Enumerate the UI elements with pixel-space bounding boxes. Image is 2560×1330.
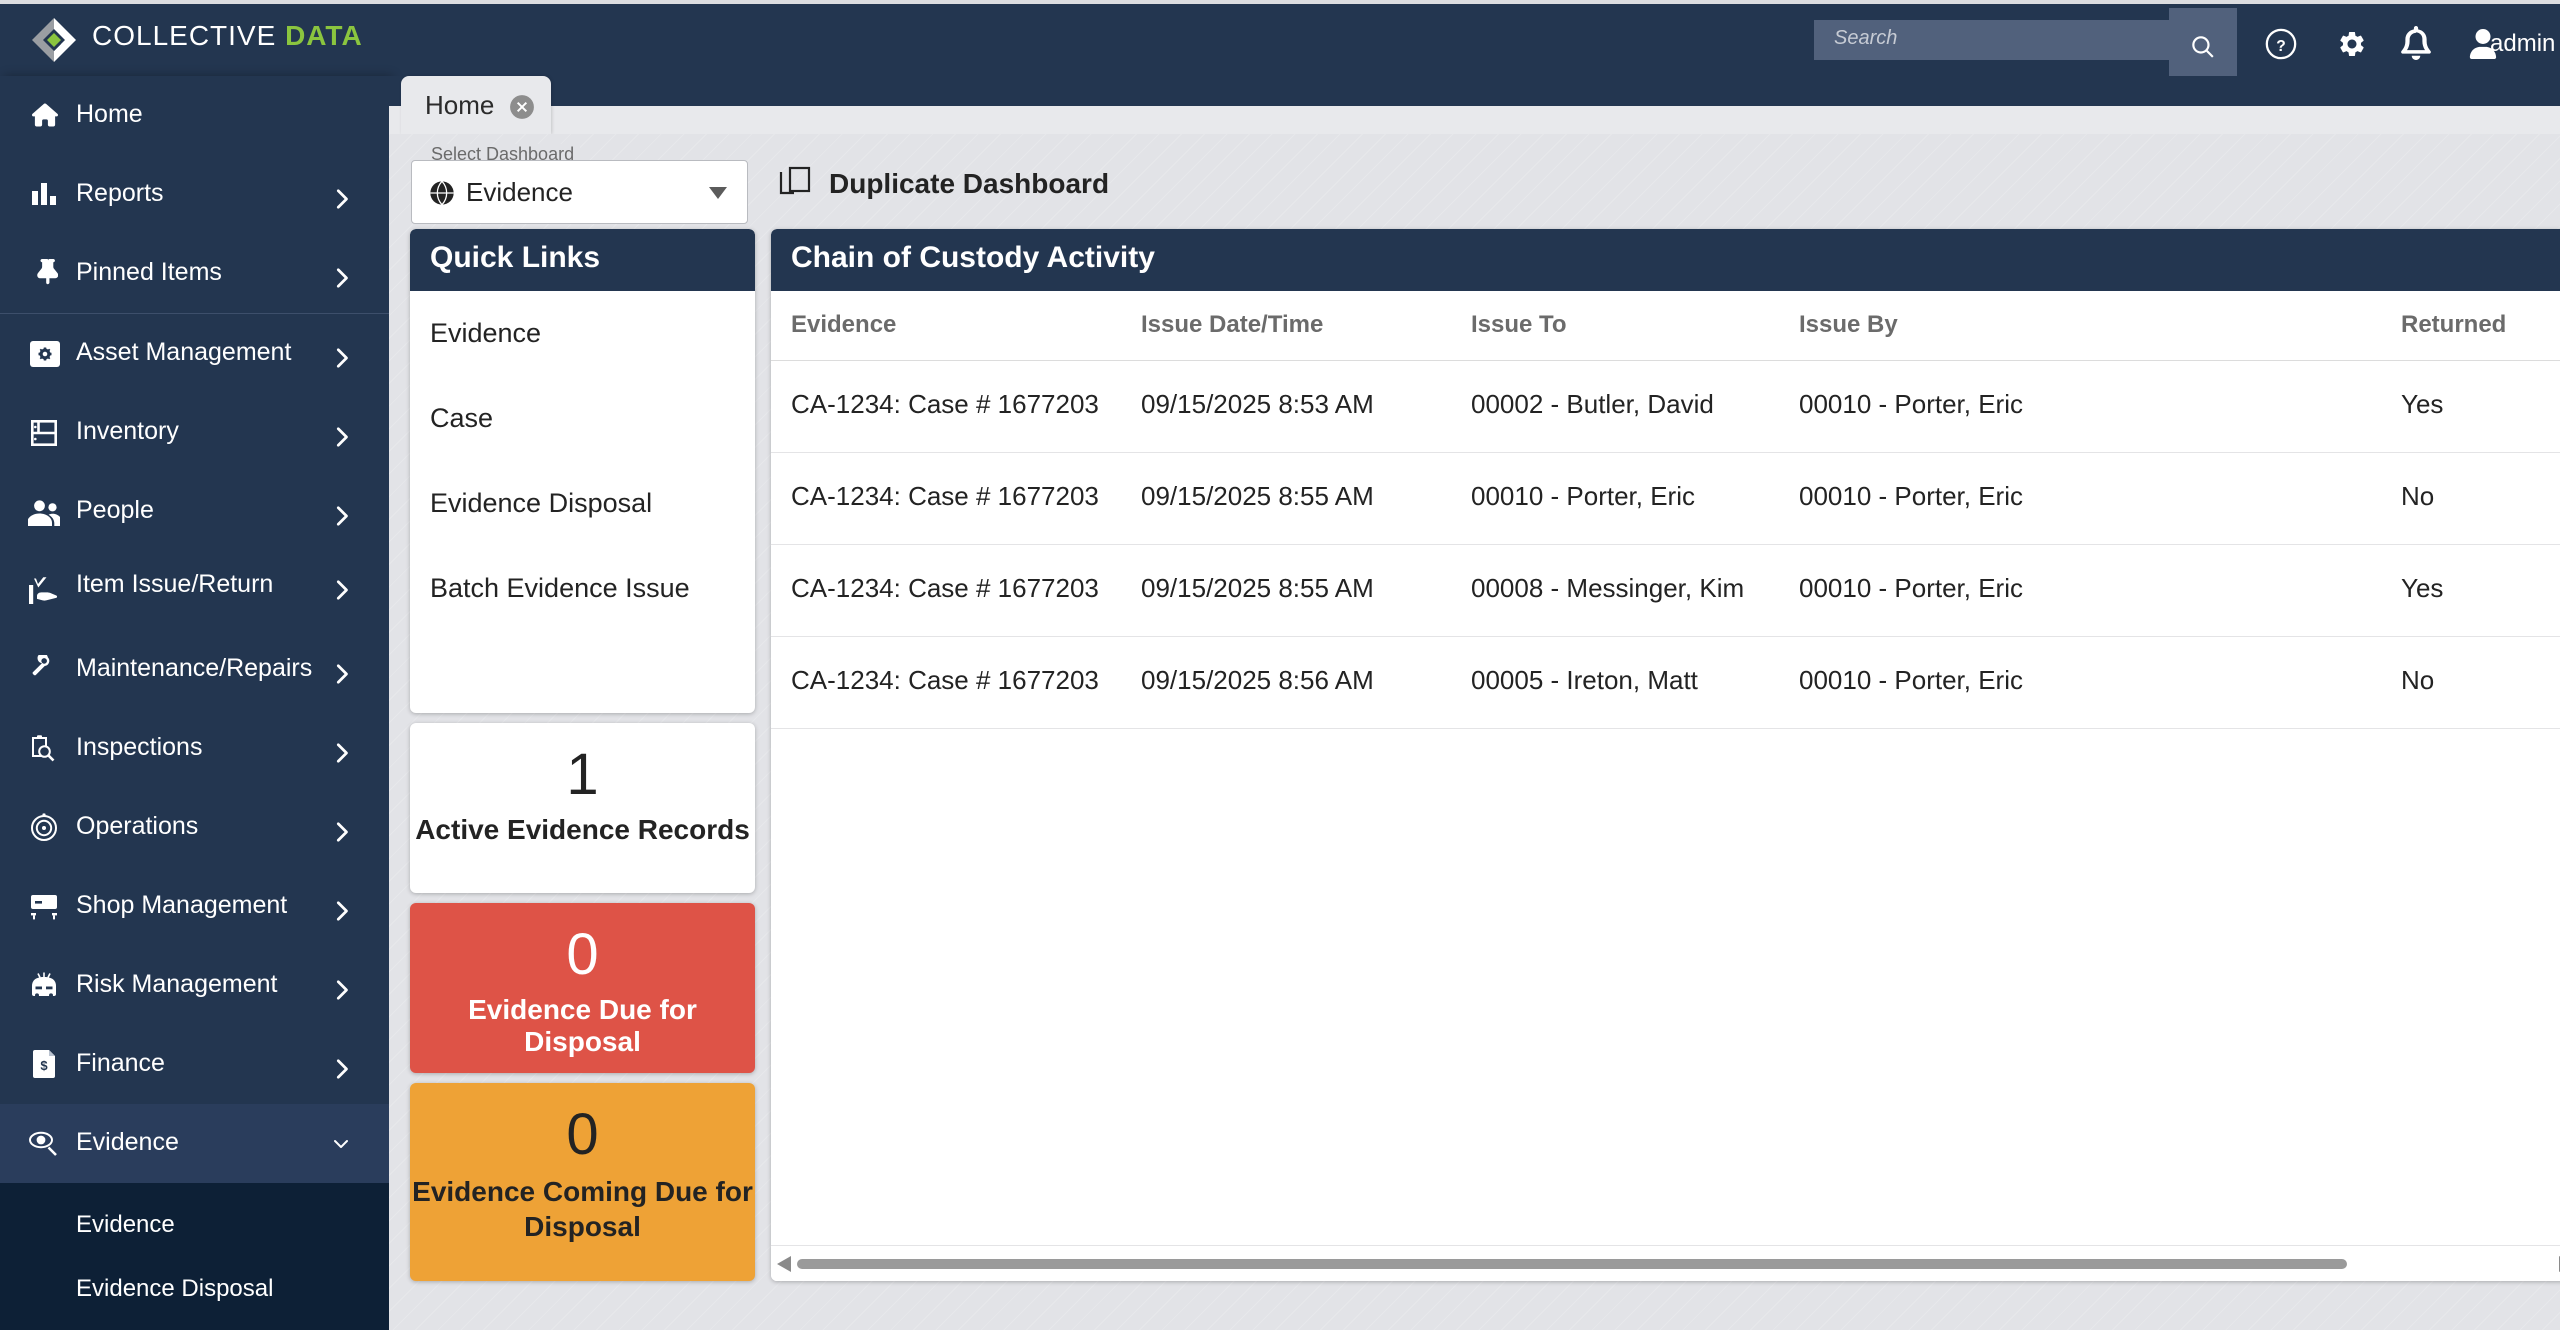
svg-text:$: $ — [40, 1058, 48, 1073]
svg-text:?: ? — [2276, 38, 2286, 55]
